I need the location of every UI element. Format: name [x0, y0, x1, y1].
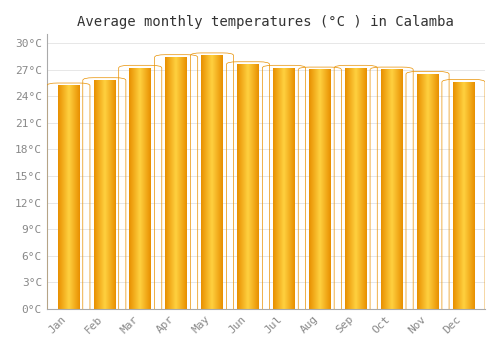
- Title: Average monthly temperatures (°C ) in Calamba: Average monthly temperatures (°C ) in Ca…: [78, 15, 454, 29]
